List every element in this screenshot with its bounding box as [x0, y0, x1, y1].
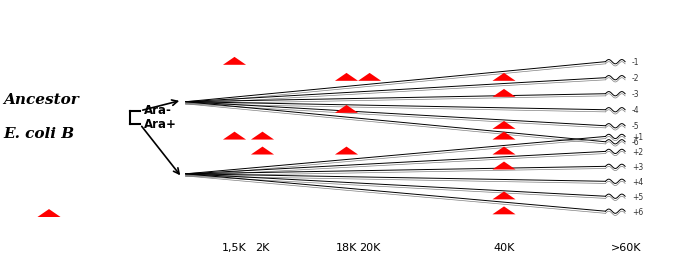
- Text: -2: -2: [632, 74, 640, 83]
- Text: +4: +4: [632, 178, 643, 187]
- Text: E. coli B: E. coli B: [4, 127, 75, 140]
- Text: +5: +5: [632, 193, 643, 202]
- Text: -6: -6: [632, 138, 640, 147]
- Text: +1: +1: [632, 133, 643, 142]
- Text: +3: +3: [632, 163, 643, 172]
- Polygon shape: [251, 132, 274, 140]
- Polygon shape: [493, 162, 515, 170]
- Polygon shape: [358, 73, 381, 81]
- Polygon shape: [335, 73, 358, 81]
- Text: 1,5K: 1,5K: [222, 243, 247, 253]
- Polygon shape: [335, 105, 358, 113]
- Text: 40K: 40K: [494, 243, 514, 253]
- Text: +6: +6: [632, 208, 643, 217]
- Polygon shape: [493, 73, 515, 81]
- Text: -3: -3: [632, 90, 640, 99]
- Polygon shape: [493, 132, 515, 140]
- Text: 18K: 18K: [336, 243, 357, 253]
- Text: -4: -4: [632, 106, 640, 115]
- Polygon shape: [493, 206, 515, 214]
- Polygon shape: [493, 121, 515, 129]
- Polygon shape: [223, 132, 246, 140]
- Polygon shape: [493, 147, 515, 155]
- Text: Ancestor: Ancestor: [4, 93, 79, 107]
- Polygon shape: [493, 89, 515, 97]
- Text: 20K: 20K: [359, 243, 380, 253]
- Text: -1: -1: [632, 58, 640, 67]
- Text: 2K: 2K: [256, 243, 270, 253]
- Polygon shape: [335, 147, 358, 155]
- Text: Ara+: Ara+: [144, 118, 176, 131]
- Text: Ara-: Ara-: [144, 104, 172, 117]
- Polygon shape: [38, 209, 61, 217]
- Text: >60K: >60K: [611, 243, 642, 253]
- Polygon shape: [493, 191, 515, 199]
- Text: -5: -5: [632, 122, 640, 131]
- Polygon shape: [223, 57, 246, 65]
- Polygon shape: [251, 147, 274, 155]
- Text: +2: +2: [632, 148, 643, 157]
